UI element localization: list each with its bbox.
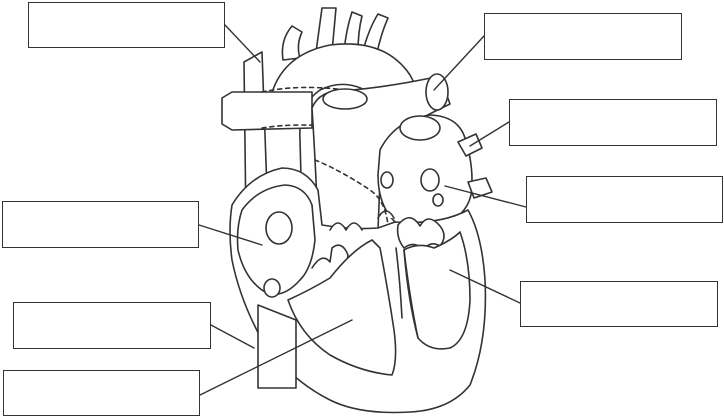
label-box-lower-left[interactable] — [13, 302, 211, 349]
pulmonary-vein-opening-3 — [432, 193, 444, 207]
label-box-lower-right[interactable] — [520, 281, 718, 327]
left-pulmonary-artery-end — [425, 73, 449, 111]
pulmonary-trunk-opening — [322, 88, 368, 110]
leader-line-top-left — [224, 24, 261, 63]
leader-lines — [198, 24, 527, 396]
pulmonary-vein-upper — [457, 133, 483, 157]
left-atrium-opening — [399, 115, 441, 141]
semilunar-valve-left — [329, 222, 363, 231]
label-box-top-right[interactable] — [484, 13, 682, 60]
label-box-upper-right[interactable] — [509, 99, 717, 146]
descending-aorta-dashed — [314, 159, 389, 226]
label-box-bottom-left[interactable] — [3, 370, 200, 416]
right-pulmonary-artery — [221, 91, 313, 131]
leader-line-bottom-left — [199, 319, 353, 396]
leader-line-lower-left — [210, 324, 255, 349]
leader-line-middle-right — [444, 185, 527, 208]
superior-vena-cava-opening — [265, 211, 293, 245]
inferior-vena-cava — [257, 304, 297, 389]
leader-line-upper-right — [469, 121, 510, 147]
pulmonary-vein-opening — [380, 171, 394, 189]
pulmonary-vein-opening-2 — [420, 168, 440, 192]
inferior-vena-cava-opening — [263, 278, 281, 298]
leader-line-top-right — [433, 35, 485, 91]
label-box-middle-left[interactable] — [2, 201, 199, 248]
label-box-middle-right[interactable] — [526, 176, 723, 223]
right-ventricle — [287, 239, 397, 376]
papillary-muscle — [395, 247, 419, 339]
label-box-top-left[interactable] — [28, 2, 225, 48]
leader-line-middle-left — [198, 224, 263, 246]
leader-line-lower-right — [449, 269, 521, 304]
